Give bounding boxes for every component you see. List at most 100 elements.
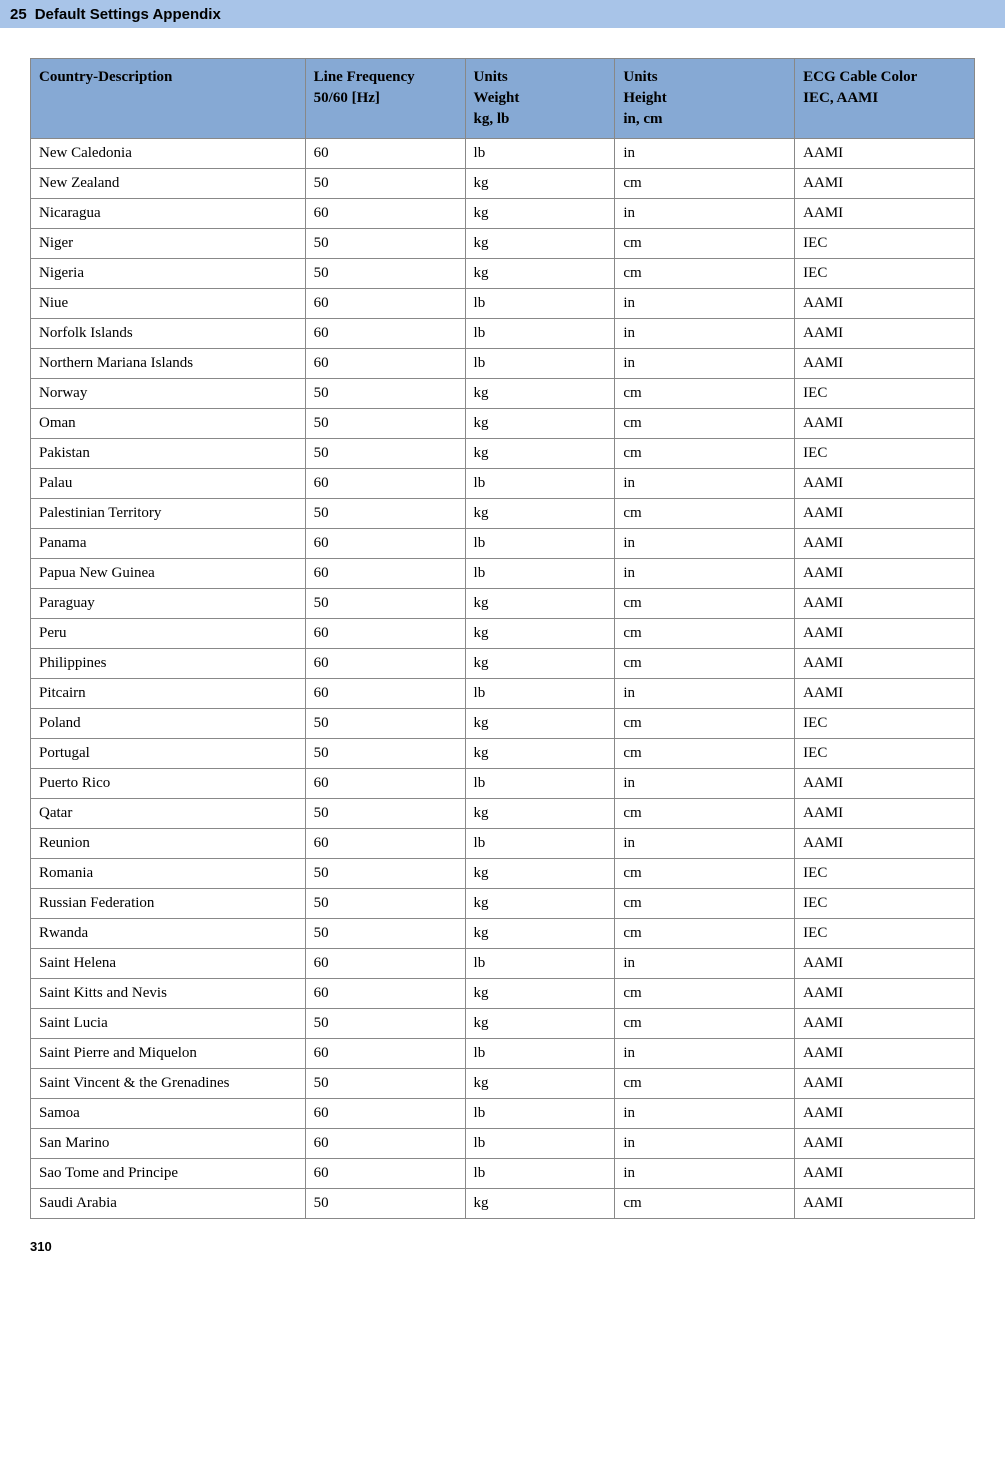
table-row: Sao Tome and Principe60lbinAAMI xyxy=(31,1159,975,1189)
table-cell: Northern Mariana Islands xyxy=(31,349,306,379)
table-row: Saint Vincent & the Grenadines50kgcmAAMI xyxy=(31,1069,975,1099)
th-sub: IEC, AAMI xyxy=(803,90,966,107)
table-cell: 50 xyxy=(305,499,465,529)
table-cell: Panama xyxy=(31,529,306,559)
table-cell: IEC xyxy=(795,229,975,259)
table-row: Saudi Arabia50kgcmAAMI xyxy=(31,1189,975,1219)
settings-table: Country-Description Line Frequency 50/60… xyxy=(30,58,975,1219)
table-cell: cm xyxy=(615,649,795,679)
table-cell: AAMI xyxy=(795,769,975,799)
table-cell: in xyxy=(615,289,795,319)
table-cell: 50 xyxy=(305,739,465,769)
table-cell: 60 xyxy=(305,649,465,679)
table-cell: Palau xyxy=(31,469,306,499)
table-cell: Saint Lucia xyxy=(31,1009,306,1039)
table-row: Northern Mariana Islands60lbinAAMI xyxy=(31,349,975,379)
chapter-title: Default Settings Appendix xyxy=(35,6,221,23)
table-cell: Nicaragua xyxy=(31,199,306,229)
th-text: Country-Description xyxy=(39,69,172,85)
table-row: Nigeria50kgcmIEC xyxy=(31,259,975,289)
table-cell: kg xyxy=(465,859,615,889)
table-cell: 50 xyxy=(305,439,465,469)
table-cell: 60 xyxy=(305,829,465,859)
table-row: Pakistan50kgcmIEC xyxy=(31,439,975,469)
table-cell: cm xyxy=(615,1069,795,1099)
table-cell: Poland xyxy=(31,709,306,739)
table-row: Saint Kitts and Nevis60kgcmAAMI xyxy=(31,979,975,1009)
table-cell: IEC xyxy=(795,919,975,949)
table-cell: AAMI xyxy=(795,469,975,499)
table-cell: 60 xyxy=(305,769,465,799)
table-cell: Oman xyxy=(31,409,306,439)
col-header-country: Country-Description xyxy=(31,59,306,139)
table-cell: San Marino xyxy=(31,1129,306,1159)
table-cell: in xyxy=(615,1099,795,1129)
table-cell: kg xyxy=(465,919,615,949)
table-cell: lb xyxy=(465,679,615,709)
table-row: Palau60lbinAAMI xyxy=(31,469,975,499)
table-row: Panama60lbinAAMI xyxy=(31,529,975,559)
table-cell: cm xyxy=(615,169,795,199)
table-cell: kg xyxy=(465,1069,615,1099)
table-cell: 60 xyxy=(305,979,465,1009)
table-row: Norway50kgcmIEC xyxy=(31,379,975,409)
table-cell: Norway xyxy=(31,379,306,409)
table-cell: 50 xyxy=(305,859,465,889)
table-cell: lb xyxy=(465,319,615,349)
table-cell: AAMI xyxy=(795,589,975,619)
table-cell: AAMI xyxy=(795,649,975,679)
table-cell: cm xyxy=(615,439,795,469)
table-cell: cm xyxy=(615,709,795,739)
table-cell: Reunion xyxy=(31,829,306,859)
table-cell: in xyxy=(615,769,795,799)
table-cell: Philippines xyxy=(31,649,306,679)
col-header-weight: Units Weight kg, lb xyxy=(465,59,615,139)
chapter-number: 25 xyxy=(10,6,27,23)
table-cell: AAMI xyxy=(795,1009,975,1039)
table-row: Saint Pierre and Miquelon60lbinAAMI xyxy=(31,1039,975,1069)
table-cell: cm xyxy=(615,739,795,769)
table-cell: AAMI xyxy=(795,829,975,859)
table-cell: kg xyxy=(465,259,615,289)
table-cell: New Caledonia xyxy=(31,139,306,169)
table-cell: 50 xyxy=(305,889,465,919)
table-cell: 50 xyxy=(305,1189,465,1219)
table-cell: AAMI xyxy=(795,1159,975,1189)
table-row: New Caledonia60lbinAAMI xyxy=(31,139,975,169)
table-cell: AAMI xyxy=(795,319,975,349)
table-cell: AAMI xyxy=(795,499,975,529)
table-cell: Palestinian Territory xyxy=(31,499,306,529)
table-cell: in xyxy=(615,949,795,979)
table-cell: lb xyxy=(465,1129,615,1159)
th-sub: Weight xyxy=(474,90,607,107)
table-cell: kg xyxy=(465,709,615,739)
table-cell: 60 xyxy=(305,679,465,709)
table-cell: kg xyxy=(465,889,615,919)
table-cell: lb xyxy=(465,529,615,559)
table-cell: lb xyxy=(465,1039,615,1069)
table-row: Rwanda50kgcmIEC xyxy=(31,919,975,949)
table-cell: lb xyxy=(465,769,615,799)
table-cell: kg xyxy=(465,649,615,679)
table-cell: 60 xyxy=(305,139,465,169)
table-cell: 60 xyxy=(305,319,465,349)
table-cell: Norfolk Islands xyxy=(31,319,306,349)
table-cell: AAMI xyxy=(795,1129,975,1159)
table-cell: AAMI xyxy=(795,1069,975,1099)
table-cell: lb xyxy=(465,559,615,589)
table-cell: IEC xyxy=(795,739,975,769)
table-body: New Caledonia60lbinAAMINew Zealand50kgcm… xyxy=(31,139,975,1219)
table-cell: AAMI xyxy=(795,1189,975,1219)
table-cell: lb xyxy=(465,829,615,859)
table-cell: Peru xyxy=(31,619,306,649)
table-cell: cm xyxy=(615,889,795,919)
table-cell: kg xyxy=(465,409,615,439)
table-cell: lb xyxy=(465,139,615,169)
table-cell: Rwanda xyxy=(31,919,306,949)
table-cell: kg xyxy=(465,979,615,1009)
table-cell: 50 xyxy=(305,259,465,289)
th-text: ECG Cable Color xyxy=(803,69,917,85)
table-cell: AAMI xyxy=(795,199,975,229)
table-cell: 60 xyxy=(305,469,465,499)
table-cell: IEC xyxy=(795,859,975,889)
